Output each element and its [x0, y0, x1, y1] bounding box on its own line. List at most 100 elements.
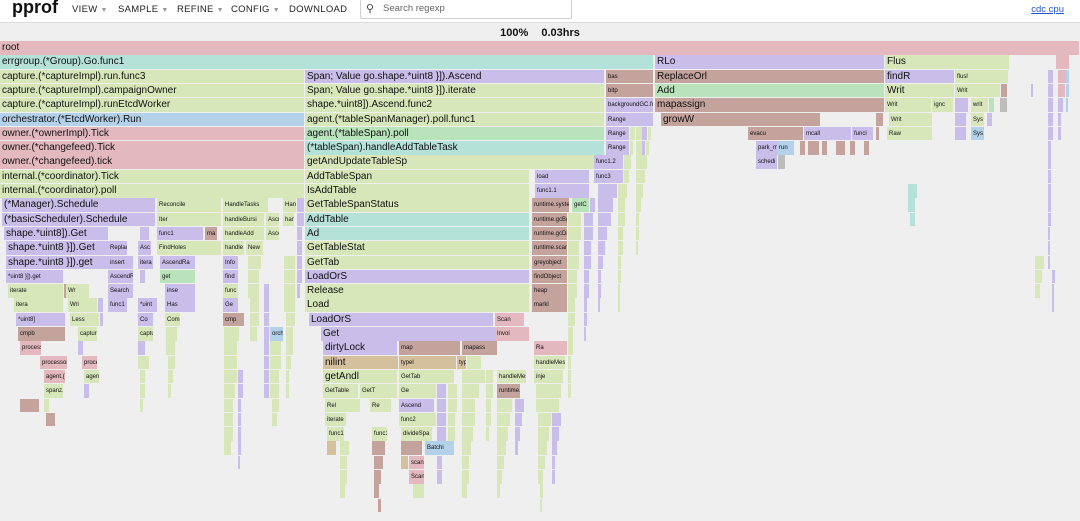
flame-frame-stub[interactable] [1048, 126, 1054, 141]
flame-frame-stub[interactable] [1048, 226, 1051, 241]
flame-frame[interactable]: GetTable [323, 384, 359, 398]
flame-frame-stub[interactable] [497, 427, 509, 441]
flame-frame[interactable]: handleMessage [534, 355, 566, 370]
flame-frame-stub[interactable] [264, 284, 270, 298]
flame-frame-stub[interactable] [538, 412, 552, 427]
flame-frame[interactable]: AscendR [108, 269, 134, 284]
flame-frame[interactable]: runtime.gcBgMarkWorker.func2 [532, 212, 568, 227]
flame-frame-stub[interactable] [238, 441, 242, 455]
flame-frame[interactable]: load [535, 169, 590, 184]
flame-frame[interactable]: Sys [971, 126, 985, 141]
flame-frame[interactable]: schedi [756, 155, 778, 169]
flame-frame-stub[interactable] [568, 384, 572, 398]
flame-frame-stub[interactable] [78, 341, 84, 355]
flame-frame-stub[interactable] [568, 269, 578, 284]
flame-frame-stub[interactable] [238, 369, 244, 384]
flame-frame-stub[interactable] [297, 255, 303, 269]
flame-frame[interactable]: LoadOrS [309, 312, 494, 327]
search-input[interactable] [381, 2, 571, 15]
flame-frame-stub[interactable] [224, 398, 234, 412]
flame-frame-stub[interactable] [284, 269, 296, 284]
flame-frame[interactable]: GetTab [305, 255, 530, 269]
flame-frame-stub[interactable] [1048, 83, 1054, 98]
flame-frame-stub[interactable] [272, 412, 278, 427]
flame-frame-stub[interactable] [264, 384, 270, 398]
flame-frame[interactable]: cmp [223, 312, 245, 327]
flame-frame-stub[interactable] [552, 455, 556, 470]
flame-frame-stub[interactable] [552, 412, 562, 427]
flame-frame-stub[interactable] [910, 212, 916, 227]
flame-frame-stub[interactable] [864, 141, 870, 155]
flame-frame-stub[interactable] [876, 126, 880, 141]
flame-frame-stub[interactable] [224, 327, 240, 341]
flame-frame-stub[interactable] [1031, 83, 1034, 98]
flame-frame[interactable]: internal.(*coordinator).poll [0, 184, 305, 198]
flame-frame-stub[interactable] [264, 312, 270, 327]
flame-frame-stub[interactable] [286, 327, 294, 341]
flame-frame[interactable]: getAndl [323, 369, 398, 384]
search-box[interactable]: ⚲ [360, 0, 572, 19]
flame-frame-stub[interactable] [437, 412, 447, 427]
flame-frame[interactable]: Ge [399, 384, 437, 398]
flame-frame-stub[interactable] [462, 470, 470, 484]
flame-frame-stub[interactable] [224, 412, 234, 427]
flame-frame[interactable]: greyobject [532, 255, 568, 269]
flame-frame-stub[interactable] [1066, 69, 1070, 84]
flame-frame[interactable]: capture.(*captureImpl).run.func3 [0, 69, 305, 84]
flame-frame-stub[interactable] [250, 312, 260, 327]
flame-frame-stub[interactable] [568, 284, 578, 298]
flame-frame[interactable]: Iter [157, 212, 222, 227]
flame-frame-stub[interactable] [264, 327, 270, 341]
flame-frame[interactable]: func3 [594, 169, 624, 184]
flame-frame[interactable]: RLo [655, 55, 885, 69]
flame-frame-stub[interactable] [598, 284, 602, 298]
flame-frame-stub[interactable] [486, 369, 494, 384]
flame-frame[interactable]: func1 [157, 226, 204, 241]
flame-frame-stub[interactable] [822, 141, 828, 155]
flame-frame-stub[interactable] [20, 398, 40, 412]
flame-frame[interactable]: bas [606, 69, 654, 84]
flame-frame[interactable]: mapassign [655, 98, 885, 112]
flame-frame-stub[interactable] [486, 384, 494, 398]
flame-frame[interactable]: capture.(*captureImpl).runEtcdWorker [0, 98, 305, 112]
profile-link[interactable]: cdc cpu [1031, 4, 1064, 15]
flame-frame[interactable]: Writ [955, 83, 1001, 98]
flame-frame-stub[interactable] [297, 198, 305, 212]
flame-frame-stub[interactable] [224, 341, 238, 355]
flame-frame[interactable]: itera [138, 255, 154, 269]
flame-frame-stub[interactable] [272, 398, 280, 412]
flame-frame-stub[interactable] [908, 184, 918, 198]
flame-frame-stub[interactable] [908, 198, 916, 212]
flame-frame[interactable]: shape.*uint8 }]).Get [6, 241, 109, 255]
flame-frame-stub[interactable] [987, 112, 993, 126]
flame-frame[interactable]: capture.(*captureImpl).campaignOwner [0, 83, 305, 98]
flame-frame[interactable]: HandleTasks [223, 198, 269, 212]
flame-frame[interactable]: AddTable [305, 212, 530, 227]
flame-frame[interactable]: orchestrator.(*EtcdWorker).Run [270, 327, 284, 341]
flame-frame-stub[interactable] [340, 455, 348, 470]
flame-frame-stub[interactable] [462, 384, 480, 398]
flame-frame-stub[interactable] [636, 184, 644, 198]
flame-frame-stub[interactable] [618, 241, 624, 255]
flame-frame-stub[interactable] [618, 284, 621, 298]
flame-frame-stub[interactable] [642, 126, 648, 141]
flame-frame[interactable]: shape.*uint8]).Ascend.func2 [305, 98, 605, 112]
flame-frame[interactable]: (*basicScheduler).Schedule [2, 212, 156, 227]
flame-frame[interactable]: IsAddTable [305, 184, 530, 198]
flame-frame-stub[interactable] [955, 126, 967, 141]
flame-frame-stub[interactable] [437, 427, 447, 441]
flame-frame-stub[interactable] [636, 241, 639, 255]
menu-download[interactable]: DOWNLOAD [289, 4, 347, 15]
flame-frame[interactable]: *uint8] [16, 312, 66, 327]
flame-frame-stub[interactable] [1052, 298, 1055, 312]
flame-frame-stub[interactable] [264, 355, 270, 370]
flame-frame[interactable]: GetTab [399, 369, 455, 384]
flame-frame-stub[interactable] [264, 369, 270, 384]
flame-frame[interactable]: getC [572, 198, 590, 212]
flame-frame-stub[interactable] [515, 427, 521, 441]
flame-frame[interactable]: processor.(*processor).tick [82, 355, 98, 370]
flame-frame[interactable]: backgroundGC.func1 [606, 98, 654, 112]
flame-frame[interactable]: get [160, 269, 196, 284]
menu-config[interactable]: CONFIG ▼ [231, 4, 280, 15]
flame-frame[interactable]: Asce [266, 226, 280, 241]
